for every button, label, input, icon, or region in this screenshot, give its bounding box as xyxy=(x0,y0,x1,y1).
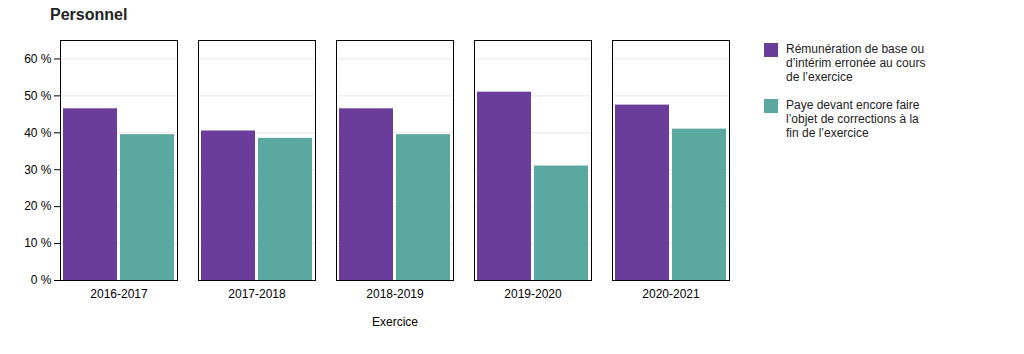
svg-text:2016-2017: 2016-2017 xyxy=(90,287,148,301)
html-text:Rémunération de base ou: Rémunération de base ou xyxy=(786,42,925,56)
svg-text:0 %: 0 % xyxy=(31,273,52,287)
svg-text:2018-2019: 2018-2019 xyxy=(366,287,424,301)
svg-text:30 %: 30 % xyxy=(24,163,52,177)
svg-text:Exercice: Exercice xyxy=(372,315,418,329)
html-text:d’intérim erronée au cours: d’intérim erronée au cours xyxy=(786,56,926,70)
html-text:l’objet de corrections à la: l’objet de corrections à la xyxy=(786,112,919,126)
svg-text:2017-2018: 2017-2018 xyxy=(228,287,286,301)
html-text:fin de l’exercice: fin de l’exercice xyxy=(786,126,869,140)
html-text:Paye devant encore faire: Paye devant encore faire xyxy=(786,98,920,112)
svg-text:20 %: 20 % xyxy=(24,199,52,213)
svg-text:50 %: 50 % xyxy=(24,89,52,103)
html-text:Personnel: Personnel xyxy=(50,6,128,23)
html-text:de l’exercice: de l’exercice xyxy=(786,70,853,84)
svg-text:2019-2020: 2019-2020 xyxy=(504,287,562,301)
svg-text:60 %: 60 % xyxy=(24,52,52,66)
svg-text:2020-2021: 2020-2021 xyxy=(642,287,700,301)
svg-text:40 %: 40 % xyxy=(24,126,52,140)
svg-text:10 %: 10 % xyxy=(24,236,52,250)
